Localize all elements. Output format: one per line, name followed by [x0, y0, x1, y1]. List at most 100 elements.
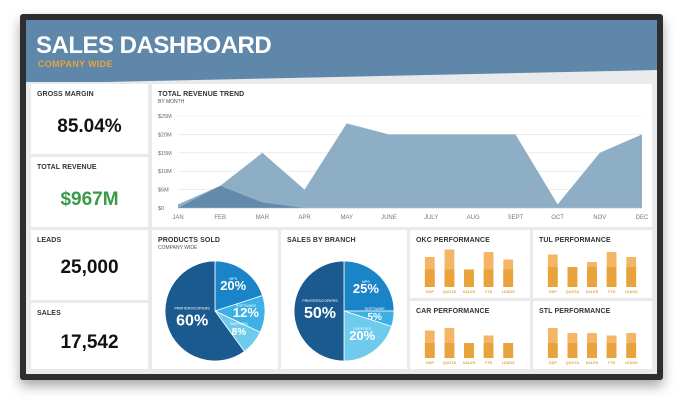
performance-category-label: YTD	[608, 361, 616, 365]
pie-slice	[214, 260, 264, 312]
products-sold-title: PRODUCTS SOLD	[158, 237, 220, 244]
okc-performance-chart: GDP QUOTA SALES YTD LEADS	[424, 249, 515, 294]
car-performance-card: CAR PERFORMANCE GDP QUOTA SALES YTD LEADS	[410, 301, 530, 369]
performance-bar-overlay	[587, 343, 597, 358]
gross-margin-card: GROSS MARGIN 85.04%	[31, 84, 148, 154]
trend-ytick-label: $25M	[158, 114, 172, 120]
pie-slice	[293, 260, 345, 362]
trend-xtick-label: MAR	[256, 215, 270, 221]
pie-slice-value: 8%	[232, 327, 247, 338]
performance-bar-overlay	[567, 343, 578, 358]
pie-slice-name: MPS	[362, 280, 370, 284]
performance-category-label: LEADS	[625, 361, 638, 365]
trend-ytick-label: $5M	[158, 188, 169, 194]
monitor-frame: SALES DASHBOARD COMPANY WIDE GROSS MARGI…	[20, 14, 663, 380]
performance-bar-overlay	[464, 343, 474, 358]
trend-ytick-label: $20M	[158, 132, 172, 138]
pie-slice-name: SOFTWARE	[365, 307, 386, 311]
total-revenue-card: TOTAL REVENUE $967M	[31, 157, 148, 227]
performance-category-label: LEADS	[625, 290, 638, 294]
dashboard-screen: SALES DASHBOARD COMPANY WIDE GROSS MARGI…	[26, 20, 657, 374]
performance-bar-overlay	[606, 343, 617, 358]
page-title: SALES DASHBOARD	[36, 32, 272, 59]
performance-bar-overlay	[444, 269, 455, 287]
leads-card: LEADS 25,000	[31, 230, 148, 300]
pie-slice-name: SUPPLIES	[353, 327, 371, 331]
okc-performance-title: OKC PERFORMANCE	[416, 237, 490, 244]
leads-value: 25,000	[60, 257, 119, 278]
trend-ytick-label: $15M	[158, 151, 172, 157]
performance-bar-overlay	[606, 267, 617, 287]
header-corner-decoration	[106, 70, 657, 82]
performance-bar-overlay	[567, 267, 578, 287]
pie-slice-value: 60%	[176, 312, 208, 329]
trend-xtick-label: SEPT	[508, 215, 524, 221]
performance-category-label: QUOTA	[443, 361, 457, 365]
performance-category-label: LEADS	[502, 361, 515, 365]
sales-card: SALES 17,542	[31, 303, 148, 369]
sales-value: 17,542	[60, 332, 119, 353]
performance-bar-overlay	[464, 269, 474, 287]
pie-slice	[343, 310, 393, 362]
car-performance-title: CAR PERFORMANCE	[416, 308, 490, 315]
car-performance-chart: GDP QUOTA SALES YTD LEADS	[424, 328, 515, 365]
performance-bar-overlay	[503, 269, 514, 287]
performance-bar-overlay	[587, 267, 597, 287]
pie-slice-name: SOFTWARE	[236, 304, 257, 308]
stl-performance-title: STL PERFORMANCE	[539, 308, 611, 315]
pie-slice-value: 25%	[353, 281, 379, 296]
tul-performance-title: TUL PERFORMANCE	[539, 237, 611, 244]
performance-category-label: GDP	[549, 361, 558, 365]
revenue-trend-title: TOTAL REVENUE TREND	[158, 91, 245, 98]
revenue-trend-card: TOTAL REVENUE TREND BY MONTH $0 $5M $10M $1…	[152, 84, 652, 227]
performance-bar-overlay	[547, 343, 558, 358]
revenue-trend-subtitle: BY MONTH	[158, 99, 185, 105]
performance-category-label: QUOTA	[443, 290, 457, 294]
sales-by-branch-title: SALES BY BRANCH	[287, 237, 356, 244]
trend-xtick-label: NOV	[593, 215, 606, 221]
performance-category-label: GDP	[426, 290, 435, 294]
gross-margin-value: 85.04%	[57, 116, 122, 137]
pie-slice-name: SUPPLIES	[230, 322, 248, 326]
trend-xtick-label: JULY	[424, 215, 438, 221]
trend-series-area	[178, 185, 305, 208]
performance-category-label: LEADS	[502, 290, 515, 294]
page-subtitle: COMPANY WIDE	[38, 59, 113, 69]
revenue-trend-chart: $0 $5M $10M $15M $20M $25M JAN FEB MAR APR MAY JUNE…	[158, 114, 649, 221]
products-sold-card: PRODUCTS SOLD COMPANY WIDE MPS 20% SOFTWAR…	[152, 230, 278, 369]
stl-performance-chart: GDP QUOTA SALES YTD LEADS	[547, 328, 638, 365]
performance-category-label: GDP	[426, 361, 435, 365]
performance-bar-overlay	[626, 267, 637, 287]
tul-performance-card: TUL PERFORMANCE GDP QUOTA SALES YTD LEADS	[533, 230, 652, 298]
performance-bar-overlay	[424, 269, 435, 287]
pie-slice-value: 5%	[367, 312, 382, 323]
pie-slice-name: PRINTERS/COPIERS	[302, 299, 338, 303]
performance-bar-overlay	[483, 269, 494, 287]
performance-bar-overlay	[483, 343, 494, 358]
performance-category-label: YTD	[608, 290, 616, 294]
performance-category-label: SALES	[463, 361, 476, 365]
performance-bar	[444, 249, 455, 287]
pie-slice-value: 50%	[304, 305, 336, 322]
sales-label: SALES	[37, 310, 61, 317]
okc-performance-card: OKC PERFORMANCE GDP QUOTA SALES YTD LEADS	[410, 230, 530, 298]
performance-category-label: SALES	[586, 361, 599, 365]
performance-category-label: SALES	[586, 290, 599, 294]
trend-xtick-label: AUG	[467, 215, 480, 221]
performance-bar-overlay	[503, 343, 514, 358]
total-revenue-value: $967M	[60, 189, 119, 210]
performance-category-label: SALES	[463, 290, 476, 294]
pie-slice-name: MPS	[229, 277, 237, 281]
pie-slice-name: PRINTERS/COPIERS	[174, 306, 210, 310]
pie-slice-value: 20%	[349, 328, 375, 343]
pie-slice	[343, 260, 395, 312]
performance-category-label: QUOTA	[566, 361, 580, 365]
trend-ytick-label: $0	[158, 206, 164, 212]
trend-xtick-label: APR	[298, 215, 311, 221]
header-banner: SALES DASHBOARD COMPANY WIDE	[26, 20, 657, 82]
performance-category-label: GDP	[549, 290, 558, 294]
performance-bar-overlay	[444, 343, 455, 358]
sales-by-branch-card: SALES BY BRANCH MPS 25% SOFTWARE 5% SUPPLIES…	[281, 230, 407, 369]
